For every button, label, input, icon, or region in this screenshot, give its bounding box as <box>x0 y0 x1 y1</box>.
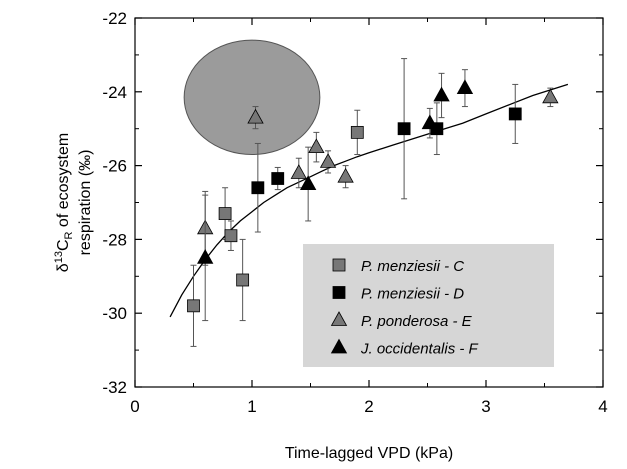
x-tick-label: 4 <box>598 397 607 416</box>
data-point <box>299 175 317 190</box>
y-tick-label: -26 <box>102 157 127 176</box>
y-tick-label: -24 <box>102 83 127 102</box>
shaded-region <box>183 39 321 156</box>
legend-label: P. ponderosa - E <box>361 313 473 330</box>
y-tick-label: -22 <box>102 9 127 28</box>
fit-curve <box>169 83 569 318</box>
data-point <box>542 88 559 104</box>
y-tick-label: -30 <box>102 304 127 323</box>
x-tick-label: 0 <box>130 397 139 416</box>
y-axis-title-main: C <box>55 239 72 251</box>
legend-label: P. menziesii - C <box>361 258 464 275</box>
y-axis-title-sup: 13 <box>53 251 65 263</box>
y-axis-title-prefix: δ <box>55 263 72 272</box>
legend-label: P. menziesii - D <box>361 286 464 303</box>
data-point <box>197 249 214 264</box>
legend-marker <box>330 311 348 326</box>
series-3 <box>197 69 474 322</box>
legend-marker <box>330 338 348 354</box>
data-point <box>271 172 285 185</box>
data-point <box>397 122 411 136</box>
data-point <box>308 138 325 154</box>
data-point <box>290 164 307 179</box>
y-axis-title-line1: δ13CR of ecosystem <box>53 133 75 272</box>
x-tick-label: 2 <box>364 397 373 416</box>
data-point <box>433 86 450 102</box>
data-point <box>319 153 337 168</box>
y-axis-title-sub: R <box>63 231 75 239</box>
legend-label: J. occidentalis - F <box>360 341 479 358</box>
data-point <box>236 273 250 287</box>
data-point <box>456 79 474 95</box>
data-marks-layer <box>187 58 559 347</box>
data-point <box>187 299 200 313</box>
data-point <box>251 181 265 195</box>
x-tick-label: 1 <box>247 397 256 416</box>
y-tick-label: -32 <box>102 378 127 397</box>
series-2 <box>197 87 559 266</box>
data-point <box>508 107 522 121</box>
x-tick-label: 3 <box>481 397 490 416</box>
data-point <box>421 114 439 130</box>
data-point <box>247 108 264 124</box>
y-tick-label: -28 <box>102 230 127 249</box>
axis-ticks: 0 1 2 3 4 -32 -30 -28 -26 -24 -22 <box>102 9 607 416</box>
plot-area <box>134 17 604 388</box>
series-0 <box>187 109 364 347</box>
legend-marker <box>332 258 346 272</box>
legend: P. menziesii - C P. menziesii - D P. ponde… <box>303 244 554 367</box>
data-point <box>350 125 364 139</box>
legend-marker <box>332 286 346 299</box>
data-point <box>224 229 238 243</box>
x-axis-title: Time-lagged VPD (kPa) <box>285 445 453 462</box>
y-axis-title-rest: of ecosystem <box>55 133 72 232</box>
data-point <box>337 167 354 183</box>
y-axis-title-line2: respiration (‰) <box>77 150 94 256</box>
fit-curve-layer <box>169 83 569 318</box>
series-1 <box>251 58 522 233</box>
data-point <box>218 207 232 220</box>
